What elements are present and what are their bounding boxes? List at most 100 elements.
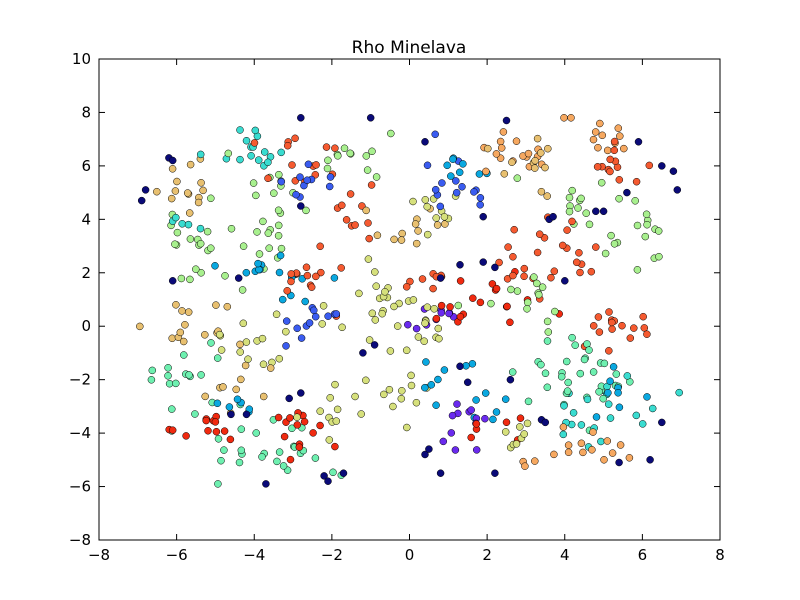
data-point <box>317 268 325 277</box>
data-point <box>201 392 209 401</box>
data-point <box>606 414 615 422</box>
data-point <box>502 418 511 427</box>
data-point <box>371 316 380 324</box>
data-point <box>300 181 308 190</box>
data-point <box>521 462 529 470</box>
data-point <box>431 185 440 194</box>
data-point <box>275 268 284 277</box>
data-point <box>533 279 541 288</box>
data-point <box>326 173 335 181</box>
data-point <box>339 469 348 477</box>
data-point <box>217 346 226 354</box>
data-point <box>197 269 205 277</box>
data-point <box>234 274 243 282</box>
data-point <box>550 450 558 459</box>
x-tick-label: 2 <box>482 546 492 564</box>
data-point <box>176 328 185 337</box>
data-point <box>364 219 372 227</box>
data-point <box>595 328 604 336</box>
data-point <box>242 136 251 145</box>
data-point <box>287 277 295 286</box>
data-point <box>631 197 639 205</box>
data-point <box>512 137 521 145</box>
data-point <box>673 186 682 194</box>
data-point <box>137 196 146 205</box>
data-point <box>626 334 635 342</box>
data-point <box>620 144 628 153</box>
data-point <box>625 454 634 462</box>
data-point <box>272 310 281 319</box>
data-point <box>618 321 626 330</box>
data-point <box>293 413 301 421</box>
data-point <box>565 193 574 202</box>
data-point <box>614 124 623 132</box>
data-point <box>432 214 440 222</box>
data-point <box>362 206 370 215</box>
x-tick-label: 6 <box>638 546 648 564</box>
data-point <box>472 396 480 404</box>
data-point <box>316 407 324 415</box>
data-point <box>337 264 345 272</box>
data-point <box>286 455 295 464</box>
data-point <box>499 128 508 136</box>
data-point <box>509 271 517 280</box>
data-point <box>506 375 515 384</box>
data-point <box>543 383 552 392</box>
data-point <box>287 270 295 278</box>
data-point <box>484 144 492 153</box>
data-point <box>604 389 612 397</box>
data-point <box>434 375 442 384</box>
data-point <box>564 441 573 449</box>
data-point <box>470 188 478 196</box>
data-point <box>476 201 484 209</box>
data-point <box>215 330 224 339</box>
data-point <box>421 196 430 204</box>
data-point <box>594 143 602 152</box>
chart-title: Rho Minelava <box>352 38 467 58</box>
data-point <box>642 210 651 219</box>
data-point <box>509 253 517 261</box>
data-point <box>610 146 619 155</box>
data-point <box>311 312 320 321</box>
data-point <box>481 414 489 423</box>
data-point <box>605 308 613 316</box>
data-point <box>220 427 229 435</box>
data-point <box>266 364 275 372</box>
data-point <box>456 362 464 371</box>
data-point <box>409 296 418 304</box>
data-point <box>569 409 578 417</box>
data-point <box>172 301 180 309</box>
data-point <box>606 377 614 385</box>
data-point <box>237 425 246 433</box>
data-point <box>592 207 600 216</box>
data-point <box>592 413 601 421</box>
x-tick-label: −6 <box>166 546 188 564</box>
data-point <box>458 183 466 191</box>
data-point <box>437 301 446 310</box>
data-point <box>363 166 372 174</box>
data-point <box>136 322 144 331</box>
data-point <box>326 394 334 402</box>
data-point <box>204 427 212 435</box>
data-point <box>293 421 302 429</box>
data-point <box>221 272 229 280</box>
data-point <box>599 394 607 403</box>
data-point <box>211 418 220 426</box>
data-point <box>487 299 495 308</box>
data-point <box>543 337 552 345</box>
data-point <box>504 243 512 251</box>
data-point <box>297 389 305 397</box>
data-point <box>520 264 529 273</box>
data-point <box>468 360 477 368</box>
data-point <box>597 437 605 446</box>
data-point <box>453 400 461 408</box>
data-points <box>136 114 683 488</box>
data-point <box>516 423 524 431</box>
data-point <box>346 190 355 198</box>
data-point <box>241 361 250 370</box>
data-point <box>252 429 260 437</box>
data-point <box>463 378 472 387</box>
data-point <box>398 229 406 238</box>
data-point <box>340 144 349 153</box>
data-point <box>423 230 432 239</box>
